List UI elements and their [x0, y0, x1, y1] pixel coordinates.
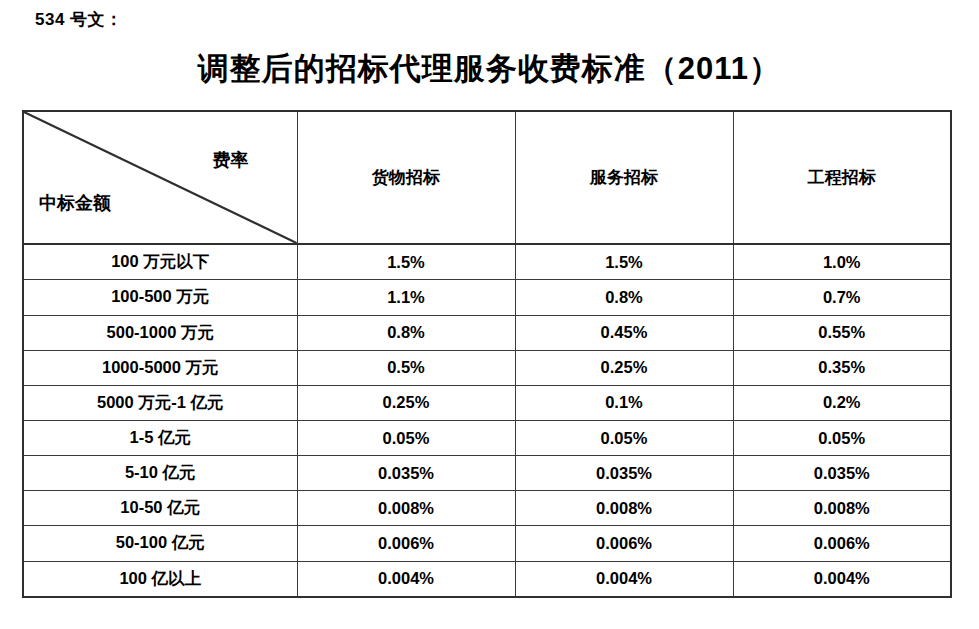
service-rate-cell: 0.008%: [515, 491, 733, 526]
engineering-rate-cell: 1.0%: [733, 244, 951, 280]
diagonal-corner-cell: 费率 中标金额: [23, 111, 297, 244]
goods-rate-cell: 1.5%: [297, 244, 515, 280]
fee-standard-table: 费率 中标金额 货物招标 服务招标 工程招标 100 万元以下 1.5% 1.5…: [22, 110, 952, 598]
engineering-rate-cell: 0.2%: [733, 385, 951, 420]
goods-rate-cell: 1.1%: [297, 280, 515, 315]
corner-label-rate: 费率: [213, 148, 249, 172]
service-rate-cell: 1.5%: [515, 244, 733, 280]
service-rate-cell: 0.004%: [515, 561, 733, 597]
table-row: 5000 万元-1 亿元 0.25% 0.1% 0.2%: [23, 385, 951, 420]
goods-rate-cell: 0.8%: [297, 315, 515, 350]
table-row: 100-500 万元 1.1% 0.8% 0.7%: [23, 280, 951, 315]
service-rate-cell: 0.25%: [515, 350, 733, 385]
amount-range-cell: 10-50 亿元: [23, 491, 297, 526]
amount-range-cell: 1-5 亿元: [23, 420, 297, 455]
engineering-rate-cell: 0.035%: [733, 456, 951, 491]
page-title: 调整后的招标代理服务收费标准（2011）: [0, 48, 979, 90]
amount-range-cell: 100 万元以下: [23, 244, 297, 280]
table-row: 100 万元以下 1.5% 1.5% 1.0%: [23, 244, 951, 280]
service-rate-cell: 0.035%: [515, 456, 733, 491]
diagonal-divider-line: [24, 112, 297, 243]
corner-label-amount: 中标金额: [39, 191, 111, 215]
column-header-engineering-tender: 工程招标: [733, 111, 951, 244]
amount-range-cell: 5000 万元-1 亿元: [23, 385, 297, 420]
goods-rate-cell: 0.035%: [297, 456, 515, 491]
table-row: 1000-5000 万元 0.5% 0.25% 0.35%: [23, 350, 951, 385]
amount-range-cell: 5-10 亿元: [23, 456, 297, 491]
table-body: 100 万元以下 1.5% 1.5% 1.0% 100-500 万元 1.1% …: [23, 244, 951, 597]
goods-rate-cell: 0.05%: [297, 420, 515, 455]
document-page: 534 号文： 调整后的招标代理服务收费标准（2011） 费率 中标金额 货物招…: [0, 0, 979, 629]
engineering-rate-cell: 0.55%: [733, 315, 951, 350]
amount-range-cell: 100 亿以上: [23, 561, 297, 597]
table-row: 10-50 亿元 0.008% 0.008% 0.008%: [23, 491, 951, 526]
table-row: 1-5 亿元 0.05% 0.05% 0.05%: [23, 420, 951, 455]
table-header: 费率 中标金额 货物招标 服务招标 工程招标: [23, 111, 951, 244]
engineering-rate-cell: 0.7%: [733, 280, 951, 315]
engineering-rate-cell: 0.35%: [733, 350, 951, 385]
engineering-rate-cell: 0.006%: [733, 526, 951, 561]
table-row: 50-100 亿元 0.006% 0.006% 0.006%: [23, 526, 951, 561]
doc-number-label: 534 号文：: [35, 8, 123, 31]
goods-rate-cell: 0.006%: [297, 526, 515, 561]
goods-rate-cell: 0.5%: [297, 350, 515, 385]
goods-rate-cell: 0.008%: [297, 491, 515, 526]
table-row: 100 亿以上 0.004% 0.004% 0.004%: [23, 561, 951, 597]
service-rate-cell: 0.1%: [515, 385, 733, 420]
table-row: 500-1000 万元 0.8% 0.45% 0.55%: [23, 315, 951, 350]
header-row: 费率 中标金额 货物招标 服务招标 工程招标: [23, 111, 951, 244]
amount-range-cell: 100-500 万元: [23, 280, 297, 315]
service-rate-cell: 0.8%: [515, 280, 733, 315]
service-rate-cell: 0.05%: [515, 420, 733, 455]
service-rate-cell: 0.45%: [515, 315, 733, 350]
goods-rate-cell: 0.25%: [297, 385, 515, 420]
goods-rate-cell: 0.004%: [297, 561, 515, 597]
engineering-rate-cell: 0.008%: [733, 491, 951, 526]
table-row: 5-10 亿元 0.035% 0.035% 0.035%: [23, 456, 951, 491]
amount-range-cell: 1000-5000 万元: [23, 350, 297, 385]
amount-range-cell: 50-100 亿元: [23, 526, 297, 561]
amount-range-cell: 500-1000 万元: [23, 315, 297, 350]
column-header-goods-tender: 货物招标: [297, 111, 515, 244]
engineering-rate-cell: 0.05%: [733, 420, 951, 455]
engineering-rate-cell: 0.004%: [733, 561, 951, 597]
column-header-service-tender: 服务招标: [515, 111, 733, 244]
service-rate-cell: 0.006%: [515, 526, 733, 561]
